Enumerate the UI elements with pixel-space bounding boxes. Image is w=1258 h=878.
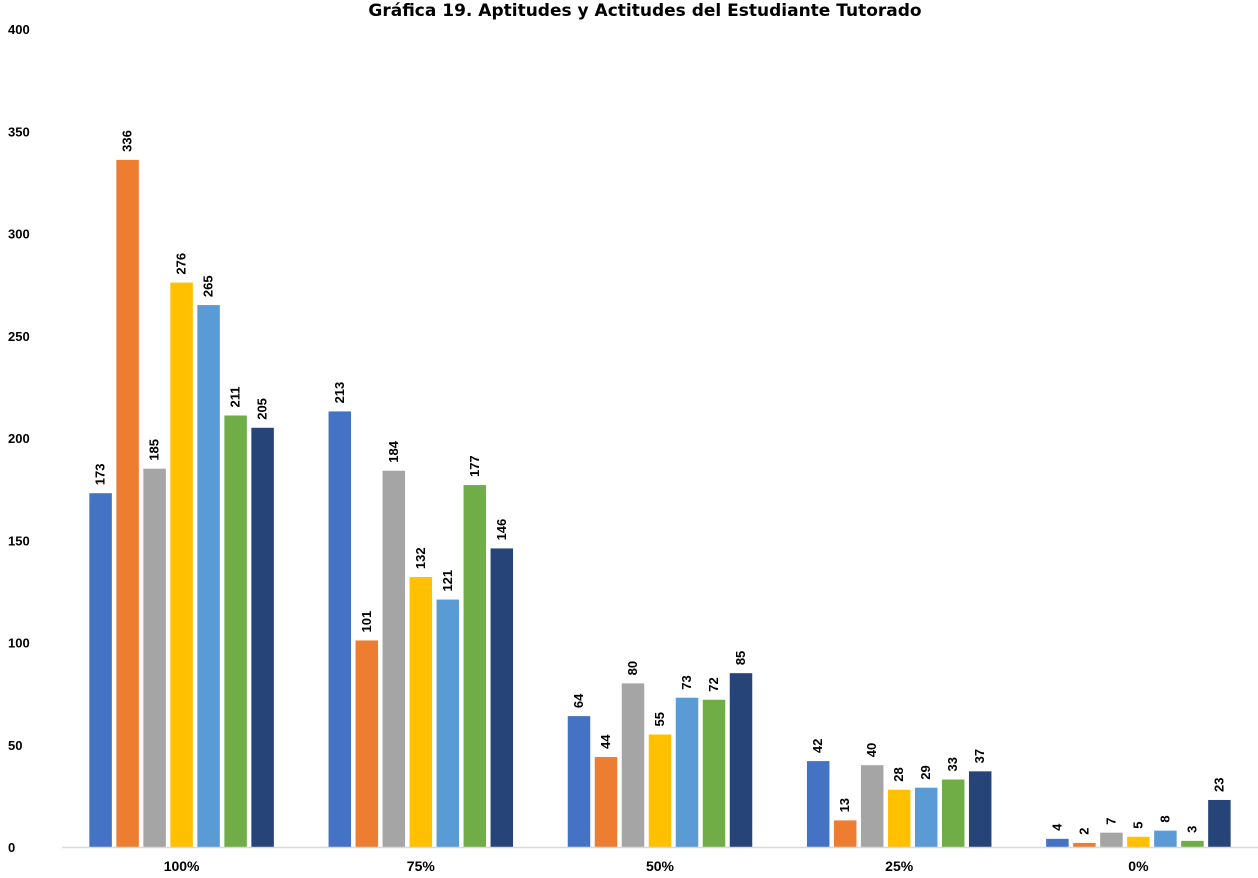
y-tick-label: 400: [8, 22, 30, 37]
data-label: 42: [810, 739, 825, 753]
x-tick-label: 100%: [164, 858, 200, 874]
bar: [1073, 842, 1096, 847]
y-tick-label: 100: [8, 636, 30, 651]
chart-title: Gráfica 19. Aptitudes y Actitudes del Es…: [368, 1, 921, 21]
data-label: 101: [359, 611, 374, 633]
data-label: 146: [494, 519, 509, 541]
data-label: 8: [1157, 815, 1172, 822]
bar: [328, 411, 352, 847]
bar: [833, 820, 857, 847]
bar: [89, 493, 112, 847]
bar: [355, 640, 379, 847]
data-label: 33: [945, 757, 960, 771]
x-tick-label: 50%: [646, 858, 675, 874]
y-tick-label: 250: [8, 329, 30, 344]
bar: [1181, 840, 1204, 847]
data-label: 7: [1103, 817, 1118, 824]
bar: [648, 734, 672, 847]
data-label: 64: [571, 693, 586, 708]
bar: [1100, 832, 1123, 847]
x-tick-label: 75%: [407, 858, 436, 874]
data-label: 336: [120, 130, 135, 152]
y-tick-label: 150: [8, 533, 30, 548]
bar: [1046, 838, 1069, 847]
x-tick-label: 0%: [1128, 858, 1149, 874]
data-label: 37: [972, 749, 987, 763]
y-tick-label: 350: [8, 124, 30, 139]
bar: [702, 699, 726, 847]
data-label: 132: [413, 547, 428, 569]
data-label: 173: [93, 464, 108, 486]
data-label: 40: [864, 743, 879, 757]
x-axis: 100% 75% 50% 25% 0%: [62, 846, 1258, 874]
data-label: 72: [706, 677, 721, 691]
bar: [490, 548, 514, 847]
data-label: 3: [1184, 826, 1199, 833]
data-label: 85: [733, 651, 748, 665]
data-label: 177: [467, 455, 482, 477]
y-tick-label: 0: [8, 840, 15, 855]
data-label: 205: [255, 398, 270, 420]
bar: [675, 697, 699, 847]
data-label: 80: [625, 661, 640, 675]
x-tick-label: 25%: [885, 858, 914, 874]
bar: [409, 577, 433, 847]
y-tick-label: 300: [8, 227, 30, 242]
data-label: 73: [679, 675, 694, 689]
bar: [224, 415, 247, 847]
data-label: 13: [837, 798, 852, 812]
bar: [621, 683, 645, 847]
bar: [463, 485, 487, 847]
data-label: 185: [147, 439, 162, 461]
bar: [567, 716, 591, 847]
bar: [887, 789, 911, 847]
data-label: 184: [386, 440, 401, 462]
bar: [594, 757, 618, 847]
data-label: 213: [332, 382, 347, 404]
data-label: 4: [1049, 823, 1064, 831]
bar: [914, 787, 938, 847]
bar: [1208, 799, 1231, 847]
data-label: 265: [201, 275, 216, 297]
data-label: 44: [598, 734, 613, 749]
bar: [806, 761, 830, 847]
bar: [143, 468, 166, 847]
data-label: 5: [1130, 822, 1145, 829]
data-label: 276: [174, 253, 189, 275]
bars: [89, 159, 1231, 848]
data-label: 55: [652, 712, 667, 726]
data-label: 23: [1211, 777, 1226, 791]
y-tick-label: 50: [8, 738, 22, 753]
bar: [1154, 830, 1177, 847]
bar: [197, 305, 220, 847]
bar: [941, 779, 965, 847]
data-label: 29: [918, 765, 933, 779]
bar: [436, 599, 460, 847]
bar: [170, 282, 193, 848]
data-labels: 1733361852762652112052131011841321211771…: [93, 130, 1227, 835]
bar: [382, 470, 406, 847]
bar: [860, 765, 884, 847]
bar: [116, 159, 139, 847]
data-label: 211: [228, 387, 243, 408]
bar: [729, 673, 753, 847]
data-label: 28: [891, 767, 906, 781]
y-tick-label: 200: [8, 431, 30, 446]
bar: [968, 771, 992, 847]
bar: [1127, 836, 1150, 847]
y-axis: 0 50 100 150 200 250 300 350 400: [8, 22, 30, 855]
data-label: 2: [1076, 828, 1091, 835]
bar: [251, 427, 274, 847]
data-label: 121: [440, 570, 455, 592]
